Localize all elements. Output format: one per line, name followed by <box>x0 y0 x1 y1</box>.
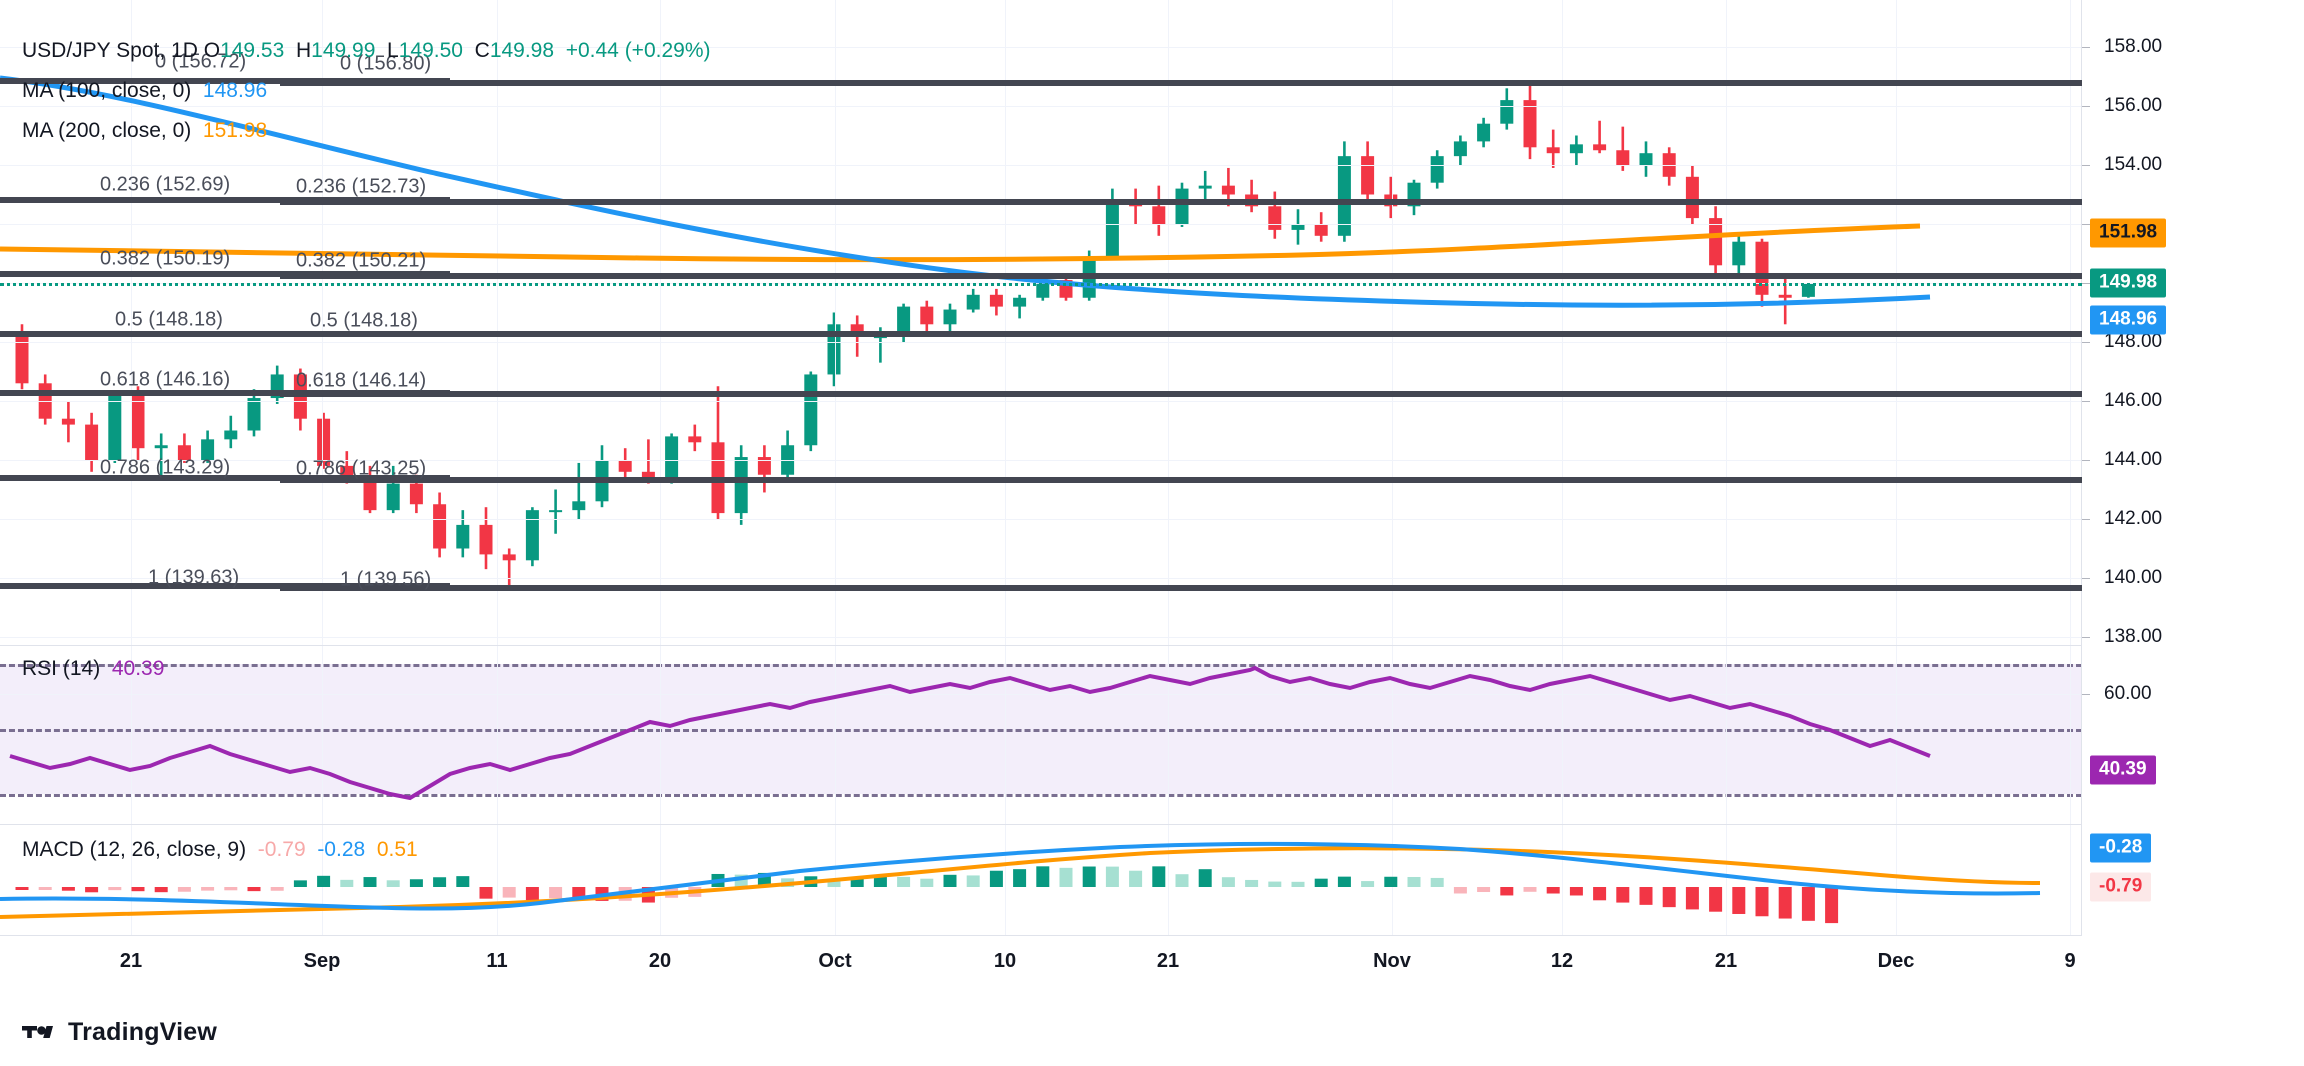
fib-line-right-0 <box>280 80 2082 86</box>
time-axis-label: 11 <box>486 950 507 973</box>
macd-axis[interactable]: -0.28 -0.79 <box>2081 825 2304 935</box>
fib-label-right-0618: 0.618 (146.14) <box>296 370 426 393</box>
ma200-legend[interactable]: MA (200, close, 0) 151.98 <box>22 120 267 141</box>
macd-signal-value: 0.51 <box>377 838 418 861</box>
macd-hist-value: -0.79 <box>258 838 306 861</box>
low-label: L <box>387 39 399 62</box>
fib-label-left-1: 1 (139.63) <box>148 567 239 590</box>
time-axis-label: Oct <box>818 950 851 973</box>
macd-line-value: -0.28 <box>317 838 365 861</box>
open-label: O <box>204 39 220 62</box>
price-axis-tick: 142.00 <box>2104 508 2162 530</box>
rsi-value: 40.39 <box>112 657 165 680</box>
time-axis-label: 10 <box>994 950 1016 973</box>
close-label: C <box>475 39 490 62</box>
fib-line-right-05 <box>280 331 2082 337</box>
open-value: 149.53 <box>220 39 284 62</box>
time-axis-label: 12 <box>1551 950 1573 973</box>
ma100-value: 148.96 <box>203 79 267 102</box>
time-axis-label: Dec <box>1878 950 1915 973</box>
price-axis[interactable]: 158.00 156.00 154.00 148.00 146.00 144.0… <box>2081 0 2304 645</box>
fib-label-left-05: 0.5 (148.18) <box>115 309 223 332</box>
high-label: H <box>296 39 311 62</box>
fib-label-left-0236: 0.236 (152.69) <box>100 174 230 197</box>
tradingview-chart-window: 0 (156.72) 0.236 (152.69) 0.382 (150.19)… <box>0 0 2304 1066</box>
ma200-badge: 151.98 <box>2090 219 2166 248</box>
fib-label-left-0618: 0.618 (146.16) <box>100 369 230 392</box>
ma100-legend[interactable]: MA (100, close, 0) 148.96 <box>22 80 267 101</box>
last-price-badge: 149.98 <box>2090 269 2166 298</box>
macd-plot-area[interactable]: MACD (12, 26, close, 9) -0.79 -0.28 0.51 <box>0 825 2082 935</box>
change-value: +0.44 (+0.29%) <box>566 39 711 62</box>
price-pane[interactable]: 0 (156.72) 0.236 (152.69) 0.382 (150.19)… <box>0 0 2304 645</box>
interval-label[interactable]: 1D <box>171 39 198 62</box>
price-axis-tick: 144.00 <box>2104 449 2162 471</box>
price-axis-tick: 158.00 <box>2104 36 2162 58</box>
macd-hist-badge: -0.79 <box>2090 873 2151 902</box>
fib-label-left-0382: 0.382 (150.19) <box>100 248 230 271</box>
fib-label-right-0786: 0.786 (143.25) <box>296 458 426 481</box>
macd-line-badge: -0.28 <box>2090 834 2151 863</box>
rsi-axis-tick: 60.00 <box>2104 683 2152 705</box>
tradingview-logo-icon <box>22 1020 58 1044</box>
fib-label-left-0786: 0.786 (143.29) <box>100 457 230 480</box>
time-axis[interactable]: 21 Sep 11 20 Oct 10 21 Nov 12 21 Dec 9 <box>0 936 2304 998</box>
time-axis-label: Sep <box>304 950 341 973</box>
fib-label-right-0236: 0.236 (152.73) <box>296 176 426 199</box>
rsi-line <box>0 646 2082 824</box>
symbol-label[interactable]: USD/JPY Spot <box>22 39 159 62</box>
ma200-value: 151.98 <box>203 119 267 142</box>
macd-pane[interactable]: MACD (12, 26, close, 9) -0.79 -0.28 0.51… <box>0 825 2304 935</box>
time-axis-label: 21 <box>120 950 142 973</box>
time-axis-label: 21 <box>1157 950 1179 973</box>
ma100-title: MA (100, close, 0) <box>22 79 191 102</box>
rsi-legend[interactable]: RSI (14) 40.39 <box>22 658 164 679</box>
tradingview-logo-text: TradingView <box>68 1018 217 1047</box>
rsi-axis[interactable]: 60.00 40.39 <box>2081 646 2304 824</box>
low-value: 149.50 <box>399 39 463 62</box>
macd-title: MACD (12, 26, close, 9) <box>22 838 246 861</box>
price-axis-tick: 140.00 <box>2104 567 2162 589</box>
fib-label-right-05: 0.5 (148.18) <box>310 310 418 333</box>
macd-legend[interactable]: MACD (12, 26, close, 9) -0.79 -0.28 0.51 <box>22 839 418 860</box>
price-axis-tick: 146.00 <box>2104 390 2162 412</box>
fib-label-right-1: 1 (139.56) <box>340 569 431 592</box>
last-price-line <box>0 283 2082 286</box>
ma100-badge: 148.96 <box>2090 306 2166 335</box>
ma200-title: MA (200, close, 0) <box>22 119 191 142</box>
fib-line-right-0382 <box>280 273 2082 279</box>
fib-line-right-1 <box>280 585 2082 591</box>
fib-line-right-0786 <box>280 477 2082 483</box>
rsi-plot-area[interactable]: RSI (14) 40.39 <box>0 646 2082 824</box>
fib-line-right-0618 <box>280 391 2082 397</box>
high-value: 149.99 <box>311 39 375 62</box>
price-axis-tick: 156.00 <box>2104 95 2162 117</box>
tradingview-branding[interactable]: TradingView <box>0 998 2304 1066</box>
fib-label-right-0382: 0.382 (150.21) <box>296 250 426 273</box>
time-axis-label: 21 <box>1715 950 1737 973</box>
rsi-value-badge: 40.39 <box>2090 756 2156 785</box>
rsi-title: RSI (14) <box>22 657 100 680</box>
rsi-pane[interactable]: RSI (14) 40.39 60.00 40.39 <box>0 646 2304 824</box>
price-legend[interactable]: USD/JPY Spot, 1D O149.53 H149.99 L149.50… <box>22 40 710 61</box>
time-axis-label: 9 <box>2064 950 2075 973</box>
price-axis-tick: 154.00 <box>2104 154 2162 176</box>
time-axis-label: Nov <box>1373 950 1411 973</box>
fib-line-right-0236 <box>280 199 2082 205</box>
price-plot-area[interactable]: 0 (156.72) 0.236 (152.69) 0.382 (150.19)… <box>0 0 2082 645</box>
price-axis-tick: 138.00 <box>2104 626 2162 648</box>
time-axis-label: 20 <box>649 950 671 973</box>
close-value: 149.98 <box>490 39 554 62</box>
